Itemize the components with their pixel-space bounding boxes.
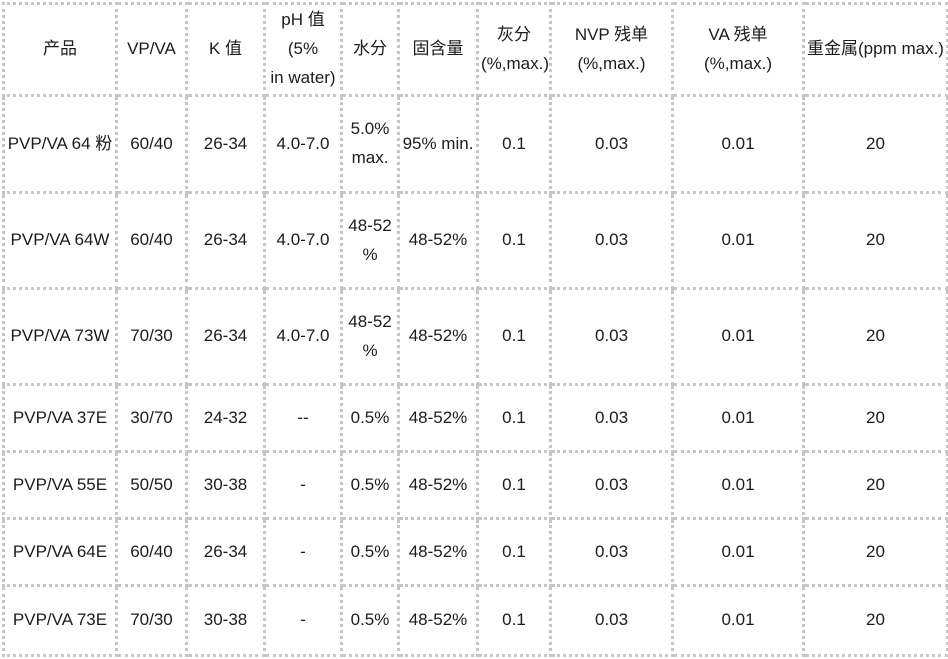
cell-moisture: 48-52 % (340, 191, 400, 290)
cell-ph-value: 4.0-7.0 (263, 287, 343, 386)
cell-nvp-residual: 0.03 (549, 450, 674, 520)
cell-heavy-metals: 20 (802, 450, 948, 520)
cell-k-value: 30-38 (185, 584, 266, 657)
cell-k-value: 26-34 (185, 517, 266, 587)
cell-k-value: 24-32 (185, 383, 266, 453)
cell-heavy-metals: 20 (802, 517, 948, 587)
cell-solid-content: 48-52% (397, 450, 479, 520)
cell-moisture: 0.5% (340, 450, 400, 520)
cell-product: PVP/VA 64 粉 (2, 94, 118, 194)
cell-k-value: 26-34 (185, 191, 266, 290)
cell-k-value: 26-34 (185, 287, 266, 386)
column-header-product: 产品 (2, 2, 118, 97)
cell-ash: 0.1 (476, 94, 552, 194)
cell-heavy-metals: 20 (802, 287, 948, 386)
column-header-nvp-residual: NVP 残单 (%,max.) (549, 2, 674, 97)
cell-product: PVP/VA 73W (2, 287, 118, 386)
cell-nvp-residual: 0.03 (549, 287, 674, 386)
table-row: PVP/VA 73E 70/30 30-38-0.5% 48-52% 0.1 0.03 0.… (2, 584, 948, 657)
cell-heavy-metals: 20 (802, 191, 948, 290)
cell-solid-content: 48-52% (397, 584, 479, 657)
cell-product: PVP/VA 73E (2, 584, 118, 657)
cell-va-residual: 0.01 (671, 584, 805, 657)
cell-product: PVP/VA 37E (2, 383, 118, 453)
cell-va-residual: 0.01 (671, 517, 805, 587)
table-row: PVP/VA 64E 60/40 26-34-0.5% 48-52% 0.1 0.03 0.… (2, 517, 948, 587)
table-row: PVP/VA 73W 70/30 26-34 4.0-7.0 48-52 % 48-52%… (2, 287, 948, 386)
cell-vp-va: 30/70 (115, 383, 188, 453)
cell-vp-va: 60/40 (115, 94, 188, 194)
cell-heavy-metals: 20 (802, 94, 948, 194)
cell-ph-value: - (263, 450, 343, 520)
cell-product: PVP/VA 64E (2, 517, 118, 587)
column-header-ph-value: pH 值(5% in water) (263, 2, 343, 97)
cell-ash: 0.1 (476, 383, 552, 453)
cell-vp-va: 60/40 (115, 517, 188, 587)
cell-moisture: 0.5% (340, 584, 400, 657)
cell-ph-value: - (263, 517, 343, 587)
cell-k-value: 26-34 (185, 94, 266, 194)
table-row: PVP/VA 37E 30/70 24-32 -- 0.5% 48-52% 0.1 0.03 0… (2, 383, 948, 453)
cell-product: PVP/VA 64W (2, 191, 118, 290)
cell-ash: 0.1 (476, 191, 552, 290)
table-head: 产品 VP/VA K 值 pH 值(5% in water) 水分 固含量 灰分 (%,ma… (2, 2, 948, 97)
cell-va-residual: 0.01 (671, 287, 805, 386)
cell-nvp-residual: 0.03 (549, 517, 674, 587)
cell-ph-value: 4.0-7.0 (263, 94, 343, 194)
cell-ph-value: -- (263, 383, 343, 453)
cell-vp-va: 70/30 (115, 287, 188, 386)
cell-heavy-metals: 20 (802, 584, 948, 657)
cell-moisture: 5.0% max. (340, 94, 400, 194)
cell-nvp-residual: 0.03 (549, 383, 674, 453)
cell-vp-va: 70/30 (115, 584, 188, 657)
cell-heavy-metals: 20 (802, 383, 948, 453)
cell-va-residual: 0.01 (671, 450, 805, 520)
column-header-solid-content: 固含量 (397, 2, 479, 97)
cell-solid-content: 95% min. (397, 94, 479, 194)
cell-ash: 0.1 (476, 287, 552, 386)
column-header-moisture: 水分 (340, 2, 400, 97)
cell-solid-content: 48-52% (397, 517, 479, 587)
cell-nvp-residual: 0.03 (549, 94, 674, 194)
cell-va-residual: 0.01 (671, 94, 805, 194)
cell-nvp-residual: 0.03 (549, 191, 674, 290)
table-row: PVP/VA 64 粉 60/40 26-34 4.0-7.0 5.0% max. 95%… (2, 94, 948, 194)
cell-moisture: 0.5% (340, 517, 400, 587)
table-row: PVP/VA 55E 50/50 30-38-0.5% 48-52% 0.1 0.03 0.… (2, 450, 948, 520)
cell-ash: 0.1 (476, 584, 552, 657)
cell-solid-content: 48-52% (397, 383, 479, 453)
cell-vp-va: 50/50 (115, 450, 188, 520)
cell-solid-content: 48-52% (397, 191, 479, 290)
cell-ash: 0.1 (476, 450, 552, 520)
cell-vp-va: 60/40 (115, 191, 188, 290)
table-row: PVP/VA 64W 60/40 26-34 4.0-7.0 48-52 % 48-52%… (2, 191, 948, 290)
cell-product: PVP/VA 55E (2, 450, 118, 520)
cell-k-value: 30-38 (185, 450, 266, 520)
column-header-ash: 灰分 (%,max.) (476, 2, 552, 97)
cell-va-residual: 0.01 (671, 191, 805, 290)
cell-va-residual: 0.01 (671, 383, 805, 453)
column-header-heavy-metals: 重金属(ppm max.) (802, 2, 948, 97)
cell-ph-value: - (263, 584, 343, 657)
column-header-k-value: K 值 (185, 2, 266, 97)
column-header-vp-va: VP/VA (115, 2, 188, 97)
column-header-va-residual: VA 残单(%,max.) (671, 2, 805, 97)
cell-nvp-residual: 0.03 (549, 584, 674, 657)
cell-ash: 0.1 (476, 517, 552, 587)
cell-moisture: 0.5% (340, 383, 400, 453)
header-row: 产品 VP/VA K 值 pH 值(5% in water) 水分 固含量 灰分 (%,ma… (2, 2, 948, 97)
cell-solid-content: 48-52% (397, 287, 479, 386)
cell-moisture: 48-52 % (340, 287, 400, 386)
cell-ph-value: 4.0-7.0 (263, 191, 343, 290)
table-body: PVP/VA 64 粉 60/40 26-34 4.0-7.0 5.0% max. 95%… (2, 94, 948, 657)
